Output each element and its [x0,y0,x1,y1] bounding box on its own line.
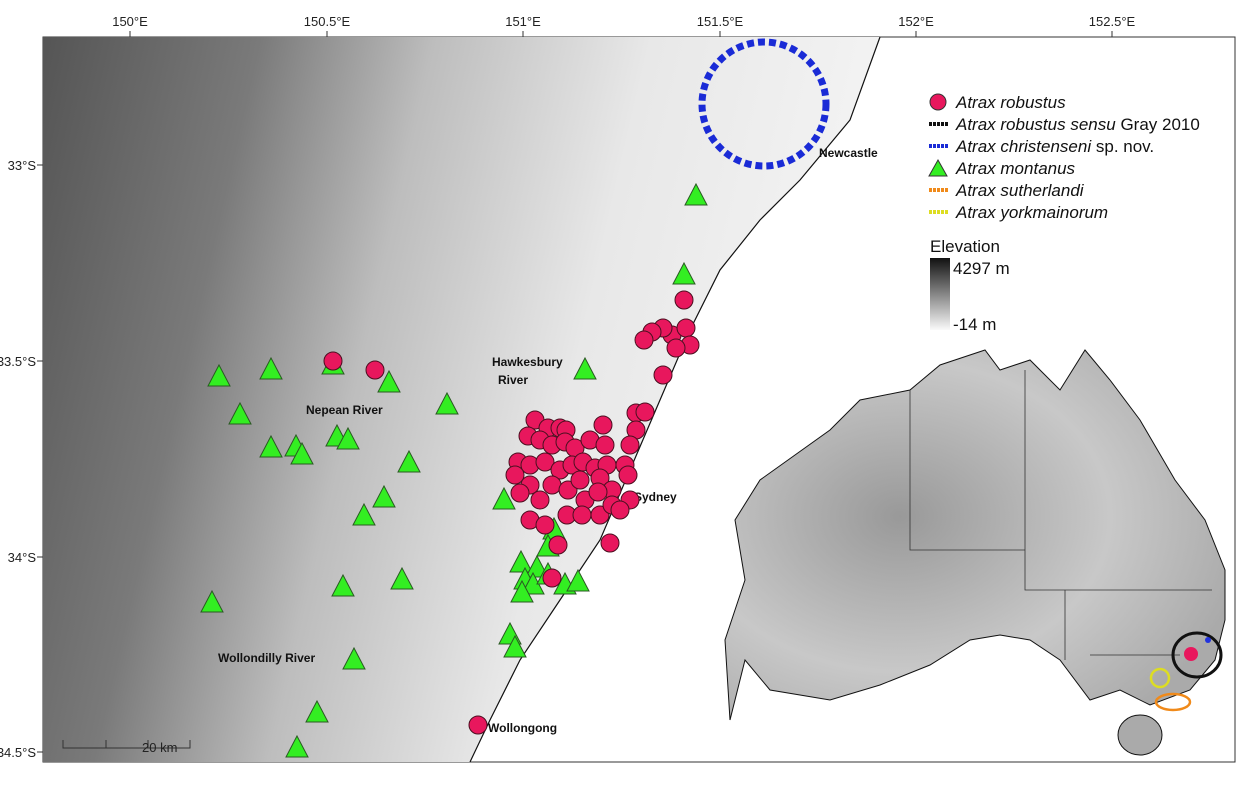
longitude-label: 150.5°E [304,14,351,29]
latitude-label: 34°S [8,550,37,565]
robustus-point [323,351,343,371]
australia-inset [724,349,1226,721]
montanus-point [510,579,534,603]
montanus-point [331,573,355,597]
longitude-label: 152°E [898,14,934,29]
elevation-max: 4297 m [953,259,1010,278]
montanus-point [342,646,366,670]
elevation-ramp [930,258,950,330]
legend: Atrax robustus Atrax robustus sensu Gray… [928,93,1200,334]
robustus-point [635,402,655,422]
montanus-point [503,634,527,658]
montanus-point [207,363,231,387]
longitude-label: 150°E [112,14,148,29]
montanus-point [397,449,421,473]
montanus-point [492,486,516,510]
latitude-label: 33.5°S [0,354,36,369]
robustus-point [510,483,530,503]
inset-points [1184,647,1198,661]
robustus-point [365,360,385,380]
montanus-point [435,391,459,415]
robustus-point [595,435,615,455]
montanus-point [573,356,597,380]
robustus-point [468,715,488,735]
montanus-point [228,401,252,425]
montanus-point [259,356,283,380]
place-label: Hawkesbury [492,355,563,369]
longitude-label: 151°E [505,14,541,29]
robustus-point [572,505,592,525]
scale-bar [62,740,191,749]
robustus-point [593,415,613,435]
robustus-point [653,365,673,385]
occurrence-points [200,182,708,758]
robustus-point [676,318,696,338]
montanus-point [672,261,696,285]
legend-entry: Atrax robustus [955,93,1066,112]
legend-entry: Atrax robustus sensu Gray 2010 [955,115,1200,134]
montanus-point [285,734,309,758]
place-label: River [498,373,528,387]
place-label: Wollondilly River [218,651,315,665]
robustus-point [535,515,555,535]
legend-entry: Atrax christenseni sp. nov. [955,137,1154,156]
elevation-title: Elevation [930,237,1000,256]
montanus-point [305,699,329,723]
montanus-point [390,566,414,590]
state-borders [909,370,1212,660]
inset-christenseni [1205,637,1211,643]
land [43,37,880,762]
montanus-point [377,369,401,393]
robustus-point [530,490,550,510]
robustus-point [505,465,525,485]
robustus-point [542,568,562,588]
robustus-point [542,475,562,495]
montanus-point [372,484,396,508]
montanus-point [290,441,314,465]
robustus-point [666,338,686,358]
robustus-point [535,452,555,472]
inset-robustus-range [1171,631,1223,679]
montanus-point [684,182,708,206]
coastline [469,36,881,763]
tasmania [1117,714,1163,756]
montanus-point [336,426,360,450]
map-frame [42,36,1236,763]
legend-entry: Atrax sutherlandi [955,181,1085,200]
robustus-point [620,435,640,455]
place-label: Sydney [634,490,677,504]
montanus-point [200,589,224,613]
robustus-point [610,500,630,520]
robustus-point [634,330,654,350]
place-label: Newcastle [819,146,878,160]
robustus-point [588,482,608,502]
robustus-point [674,290,694,310]
inset-yorkmainorum [1149,667,1171,689]
montanus-point [352,502,376,526]
legend-entry: Atrax montanus [955,159,1076,178]
inset-sutherlandi [1154,692,1192,712]
longitude-label: 151.5°E [697,14,744,29]
longitude-label: 152.5°E [1089,14,1136,29]
place-label: Nepean River [306,403,383,417]
christenseni-range [698,38,830,170]
elevation-min: -14 m [953,315,996,334]
latitude-label: 33°S [8,158,37,173]
legend-entry: Atrax yorkmainorum [955,203,1108,222]
robustus-point [618,465,638,485]
robustus-point [600,533,620,553]
scale-label: 20 km [142,740,177,755]
latitude-label: 34.5°S [0,745,36,760]
robustus-point [570,470,590,490]
montanus-point [259,434,283,458]
montanus-point [509,549,533,573]
montanus-point [566,568,590,592]
place-label: Wollongong [488,721,557,735]
robustus-point [548,535,568,555]
montanus-point [525,554,549,578]
